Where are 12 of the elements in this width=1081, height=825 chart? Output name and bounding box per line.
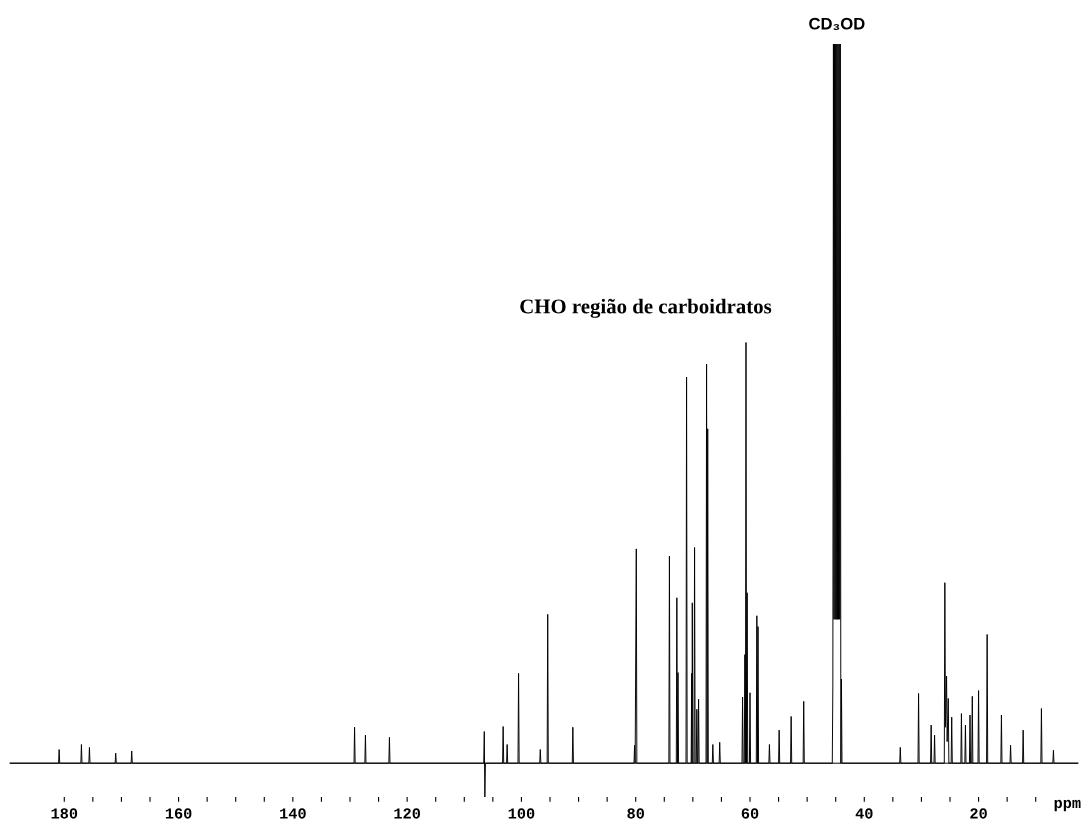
x-tick-label: 40 — [855, 808, 873, 819]
x-tick-label: 60 — [741, 808, 759, 819]
annotation: CHO região de carboidratos — [520, 298, 772, 318]
x-tick-label: 100 — [508, 808, 535, 819]
x-tick-label: 120 — [394, 808, 421, 819]
x-tick-label: 20 — [970, 808, 987, 819]
x-tick-label: 140 — [280, 808, 306, 819]
x-axis-title: ppm — [1054, 799, 1081, 812]
x-tick-label: 160 — [165, 808, 192, 819]
x-tick-label: 80 — [627, 808, 644, 819]
x-tick-label: 180 — [51, 808, 78, 819]
annotation: CD₃OD — [809, 17, 865, 31]
